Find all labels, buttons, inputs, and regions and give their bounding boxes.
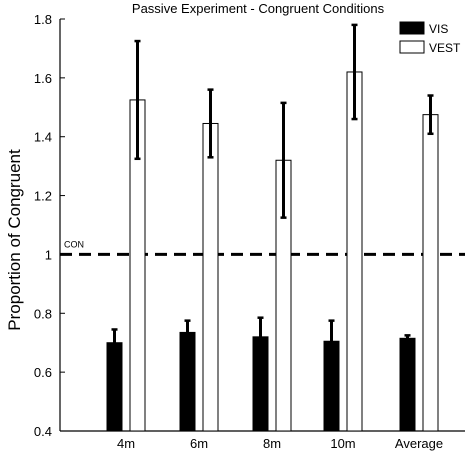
bar-vis-average xyxy=(399,337,416,432)
legend-swatch-vest xyxy=(399,40,425,54)
x-tick-label: 10m xyxy=(330,436,355,451)
y-tick-label: 1.4 xyxy=(34,130,52,145)
x-tick-label: Average xyxy=(395,436,443,451)
y-tick-label: 1 xyxy=(45,247,52,262)
bar-vis-6m xyxy=(179,331,196,432)
reference-line-label: CON xyxy=(64,239,84,249)
x-tick-label: 4m xyxy=(117,436,135,451)
bar-vest-6m xyxy=(202,122,219,432)
y-tick-label: 1.2 xyxy=(34,189,52,204)
plot-area: 0.4 0.6 0.8 1 1.2 1.4 1.6 1.8 CON 4m 6m 8m 10m Averag… xyxy=(34,12,465,451)
chart-title: Passive Experiment - Congruent Condition… xyxy=(132,1,385,16)
y-tick-label: 1.8 xyxy=(34,12,52,27)
y-axis-label: Proportion of Congruent xyxy=(5,149,24,331)
legend-label-vest: VEST xyxy=(429,41,461,55)
y-tick-label: 0.6 xyxy=(34,365,52,380)
bar-vest-average xyxy=(422,114,439,432)
y-tick-label: 0.4 xyxy=(34,424,52,439)
legend: VIS VEST xyxy=(399,21,461,55)
x-tick-label: 8m xyxy=(263,436,281,451)
x-tick-label: 6m xyxy=(190,436,208,451)
y-tick-label: 0.8 xyxy=(34,306,52,321)
y-tick-label: 1.6 xyxy=(34,71,52,86)
bar-vest-10m xyxy=(346,71,363,432)
legend-label-vis: VIS xyxy=(429,22,448,36)
legend-swatch-vis xyxy=(399,21,425,35)
